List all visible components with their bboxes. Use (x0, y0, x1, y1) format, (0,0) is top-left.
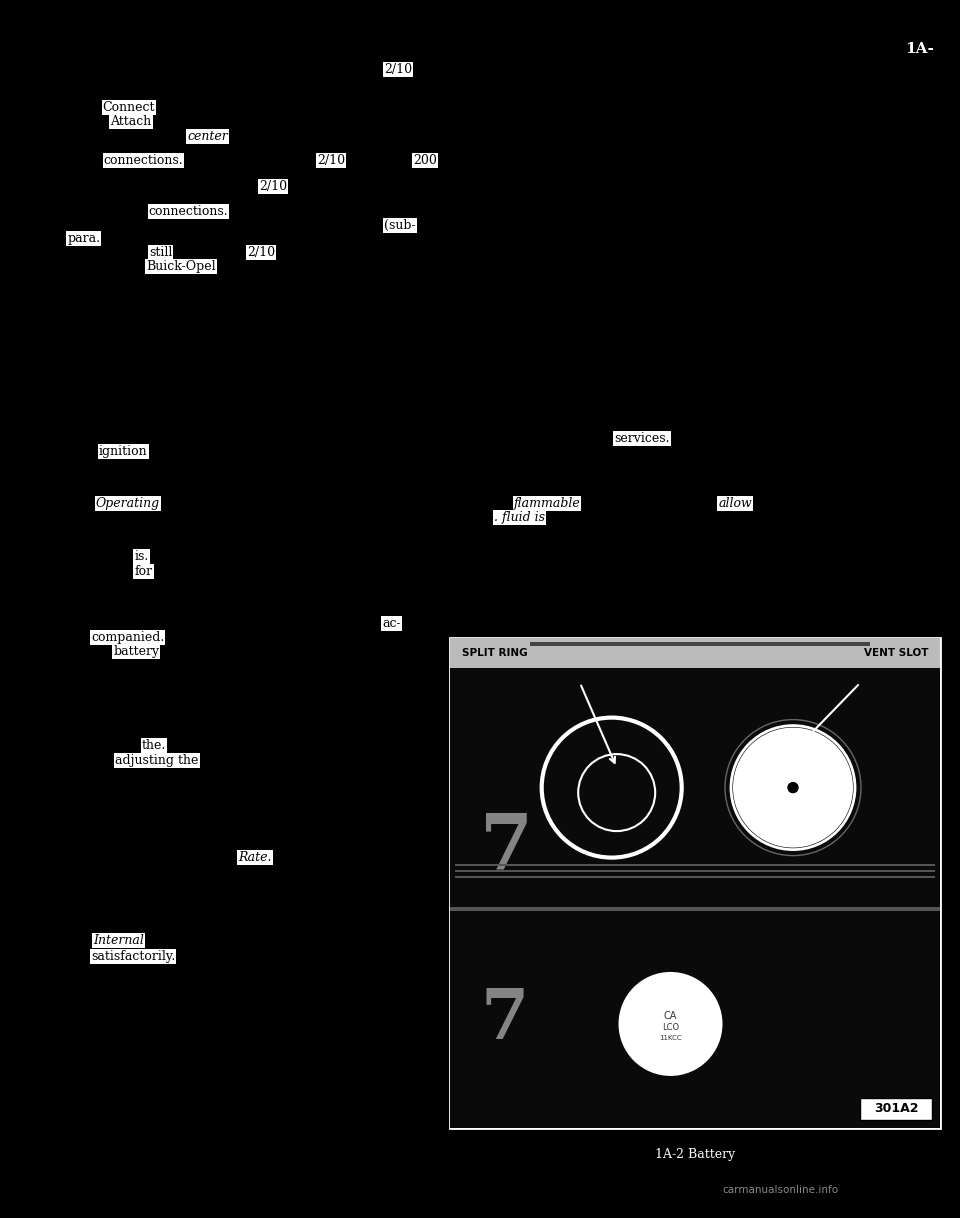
Bar (455, 864, 935, 866)
Text: still: still (149, 246, 172, 258)
Text: Attach: Attach (110, 116, 152, 128)
Bar (540, 642, 865, 646)
Text: 1A-2 Battery: 1A-2 Battery (655, 1149, 735, 1161)
Text: 2/10: 2/10 (384, 63, 412, 76)
Text: 7: 7 (480, 987, 528, 1054)
Bar (455, 870, 935, 872)
Text: carmanualsonline.info: carmanualsonline.info (722, 1185, 838, 1195)
Bar (450, 638, 940, 1128)
Text: adjusting the: adjusting the (115, 754, 199, 766)
Circle shape (733, 727, 853, 848)
Text: 2/10: 2/10 (259, 180, 287, 192)
Text: allow: allow (718, 497, 752, 509)
Text: Connect: Connect (103, 101, 156, 113)
Text: for: for (134, 565, 153, 577)
Text: ignition: ignition (99, 446, 148, 458)
Text: ac-: ac- (382, 618, 400, 630)
Text: companied.: companied. (91, 631, 164, 643)
Bar (455, 876, 935, 878)
Text: center: center (187, 130, 228, 143)
Text: Buick-Opel: Buick-Opel (146, 261, 216, 273)
Bar (860, 1097, 932, 1121)
Circle shape (788, 783, 798, 793)
Text: CA: CA (663, 1011, 677, 1021)
Text: SPLIT RING: SPLIT RING (462, 648, 528, 658)
Bar (450, 907, 940, 911)
Text: VENT SLOT: VENT SLOT (863, 648, 928, 658)
Text: 301A2: 301A2 (874, 1102, 919, 1116)
Text: satisfactorily.: satisfactorily. (91, 950, 176, 962)
Text: 200: 200 (413, 155, 437, 167)
Text: 7: 7 (480, 810, 533, 884)
Text: LCO: LCO (662, 1023, 679, 1033)
Text: 1A-: 1A- (905, 41, 934, 56)
Bar (530, 642, 860, 646)
Text: flammable: flammable (514, 497, 581, 509)
Circle shape (545, 721, 678, 854)
Bar (450, 638, 940, 667)
Text: Rate.: Rate. (238, 851, 272, 864)
Text: (sub-: (sub- (384, 219, 416, 231)
Text: Operating: Operating (96, 497, 160, 509)
Text: connections.: connections. (104, 155, 183, 167)
Circle shape (618, 972, 723, 1075)
Text: 11KCC: 11KCC (660, 1035, 682, 1041)
Text: is.: is. (134, 551, 149, 563)
Text: para.: para. (67, 233, 100, 245)
Text: services.: services. (614, 432, 670, 445)
Text: 2/10: 2/10 (247, 246, 275, 258)
Bar (550, 642, 870, 646)
Bar (450, 667, 940, 1128)
Text: the.: the. (142, 739, 166, 752)
Text: battery: battery (113, 646, 159, 658)
Text: . fluid is: . fluid is (494, 512, 545, 524)
Text: connections.: connections. (149, 206, 228, 218)
Text: Internal: Internal (93, 934, 144, 946)
Text: 2/10: 2/10 (317, 155, 345, 167)
